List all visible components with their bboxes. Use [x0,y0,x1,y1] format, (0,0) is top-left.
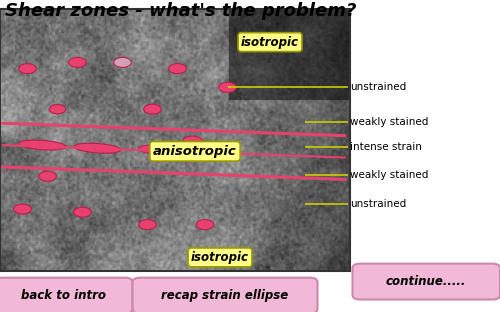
FancyBboxPatch shape [352,264,500,300]
Ellipse shape [168,64,186,74]
Ellipse shape [68,57,86,67]
Ellipse shape [49,105,66,114]
Text: unstrained: unstrained [350,199,406,209]
Ellipse shape [139,145,176,155]
FancyBboxPatch shape [132,278,318,312]
Text: intense strain: intense strain [350,142,422,152]
Ellipse shape [19,140,66,150]
Ellipse shape [144,104,162,114]
Bar [0,9,350,271]
Text: isotropic: isotropic [241,36,299,49]
Ellipse shape [18,64,36,74]
Ellipse shape [218,82,236,92]
Text: isotropic: isotropic [191,251,249,264]
FancyBboxPatch shape [0,278,132,312]
Ellipse shape [182,136,203,148]
Ellipse shape [138,220,156,230]
Text: Shear zones - what's the problem?: Shear zones - what's the problem? [5,2,356,20]
Text: unstrained: unstrained [350,82,406,92]
Text: continue.....: continue..... [386,275,466,288]
Ellipse shape [74,143,121,153]
Text: back to intro: back to intro [21,289,106,302]
Ellipse shape [74,207,92,217]
Text: anisotropic: anisotropic [153,145,237,158]
Ellipse shape [14,204,32,214]
Ellipse shape [196,220,214,230]
Text: recap strain ellipse: recap strain ellipse [162,289,288,302]
Text: weakly stained: weakly stained [350,170,428,180]
Ellipse shape [38,171,56,181]
Text: weakly stained: weakly stained [350,117,428,127]
Ellipse shape [114,57,132,67]
